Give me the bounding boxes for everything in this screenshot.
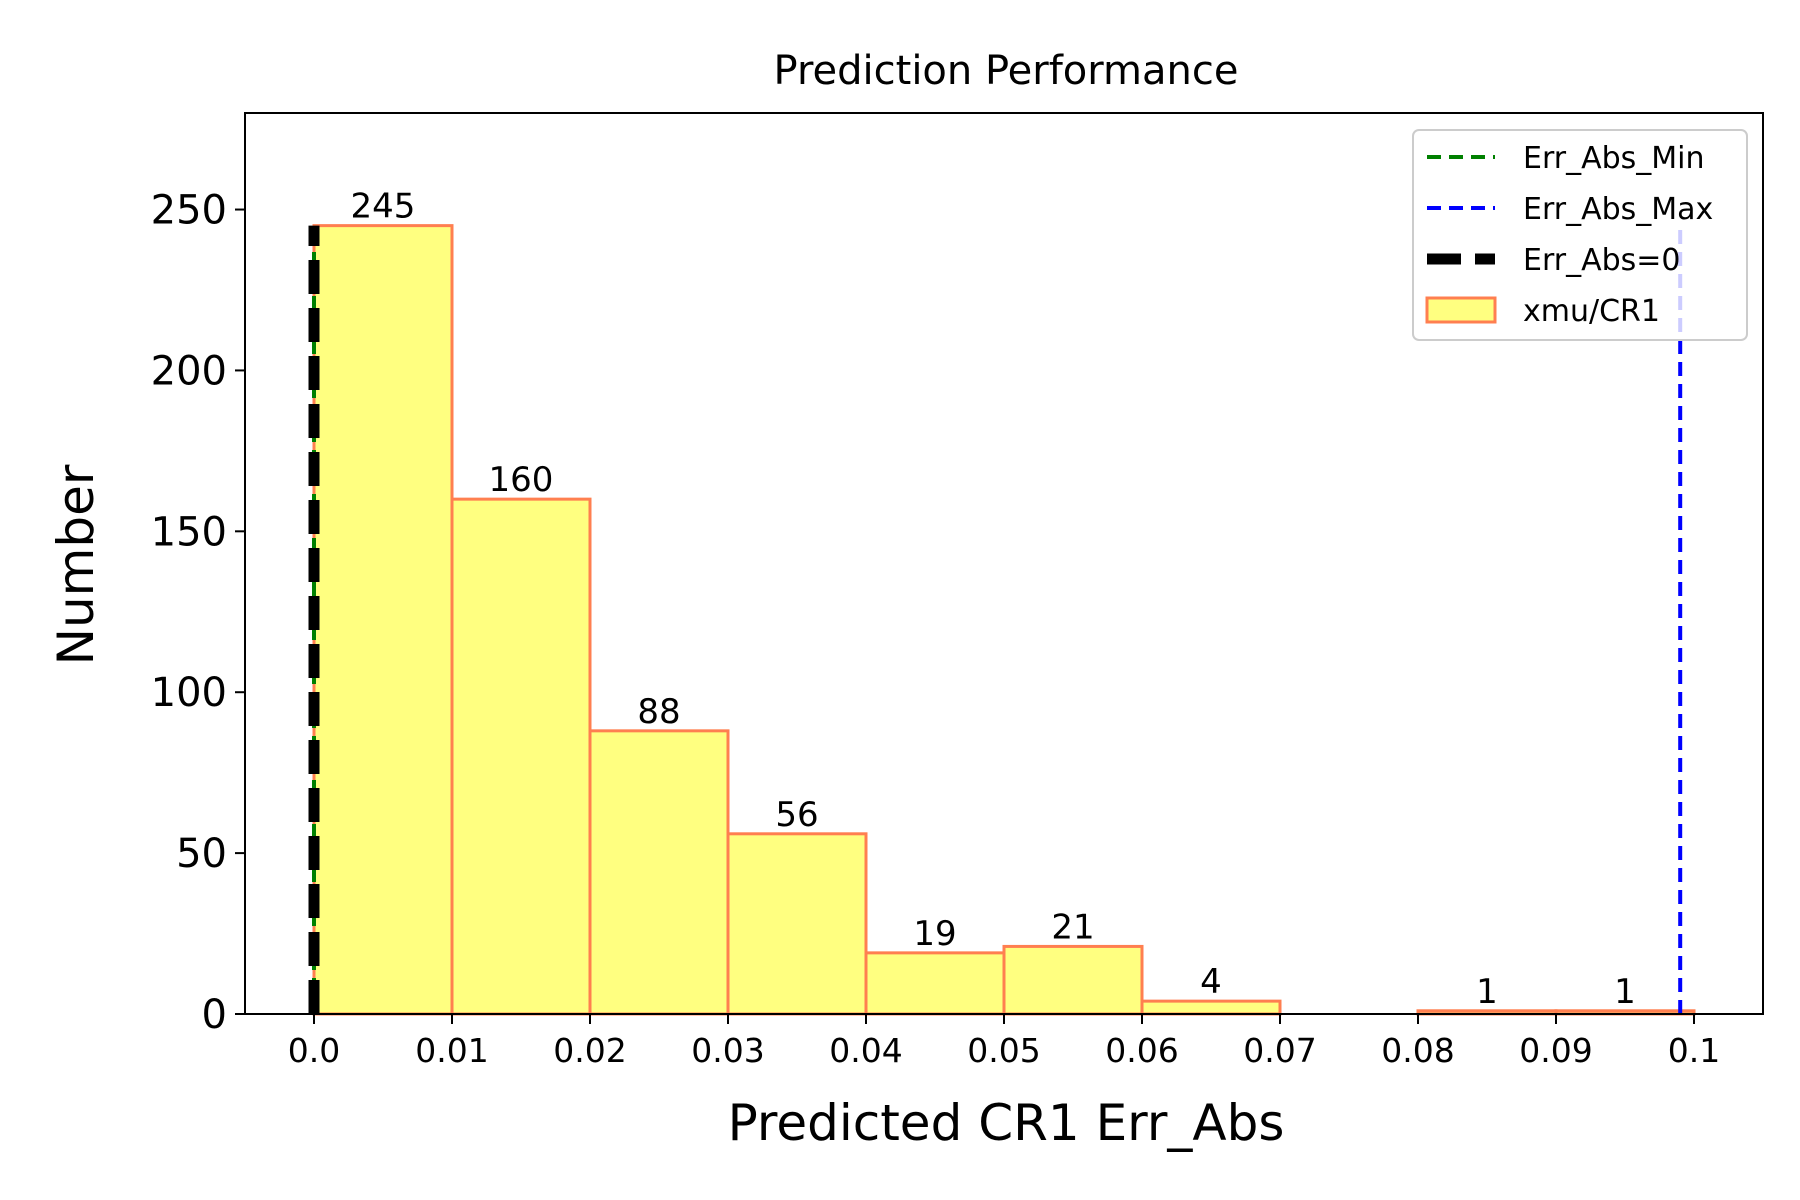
legend-label: Err_Abs=0 [1523, 243, 1681, 278]
x-tick-label: 0.08 [1381, 1031, 1454, 1070]
bar-value-label: 19 [913, 914, 956, 954]
x-tick-label: 0.06 [1105, 1031, 1178, 1070]
y-axis-label: Number [47, 464, 105, 665]
x-tick-label: 0.04 [829, 1031, 902, 1070]
x-tick-label: 0.07 [1243, 1031, 1316, 1070]
bar-value-label: 21 [1051, 907, 1094, 947]
histogram-bar [588, 729, 730, 1016]
x-tick-label: 0.03 [691, 1031, 764, 1070]
y-tick-label: 50 [176, 831, 227, 877]
legend-box [1412, 129, 1748, 341]
y-tick-label: 100 [151, 670, 227, 716]
y-tick-label: 200 [151, 348, 227, 394]
bar-value-label: 160 [489, 460, 554, 500]
histogram-bar [450, 497, 592, 1016]
legend-label: Err_Abs_Max [1523, 192, 1713, 227]
x-tick-label: 0.01 [415, 1031, 488, 1070]
bar-value-label: 88 [637, 692, 680, 732]
bar-value-label: 1 [1476, 972, 1498, 1012]
legend-swatch-patch [1425, 296, 1497, 324]
bar-value-label: 4 [1200, 962, 1222, 1002]
x-tick-label: 0.02 [553, 1031, 626, 1070]
x-tick-label: 0.05 [967, 1031, 1040, 1070]
histogram-bar [1140, 999, 1282, 1016]
y-tick-label: 150 [151, 509, 227, 555]
histogram-bar [1002, 944, 1144, 1016]
legend-label: xmu/CR1 [1523, 294, 1660, 329]
bar-value-label: 245 [351, 187, 416, 227]
y-tick-label: 250 [151, 188, 227, 234]
legend-label: Err_Abs_Min [1523, 141, 1705, 176]
x-tick-label: 0.0 [288, 1031, 340, 1070]
x-axis-label: Predicted CR1 Err_Abs [728, 1094, 1285, 1152]
chart-title: Prediction Performance [774, 48, 1239, 94]
bar-value-label: 56 [775, 795, 818, 835]
x-tick-label: 0.09 [1519, 1031, 1592, 1070]
histogram-bar [864, 951, 1006, 1016]
histogram-bar [312, 224, 454, 1016]
y-tick-label: 0 [202, 992, 227, 1038]
histogram-bar [726, 832, 868, 1016]
x-tick-label: 0.1 [1668, 1031, 1720, 1070]
bar-value-label: 1 [1614, 972, 1636, 1012]
